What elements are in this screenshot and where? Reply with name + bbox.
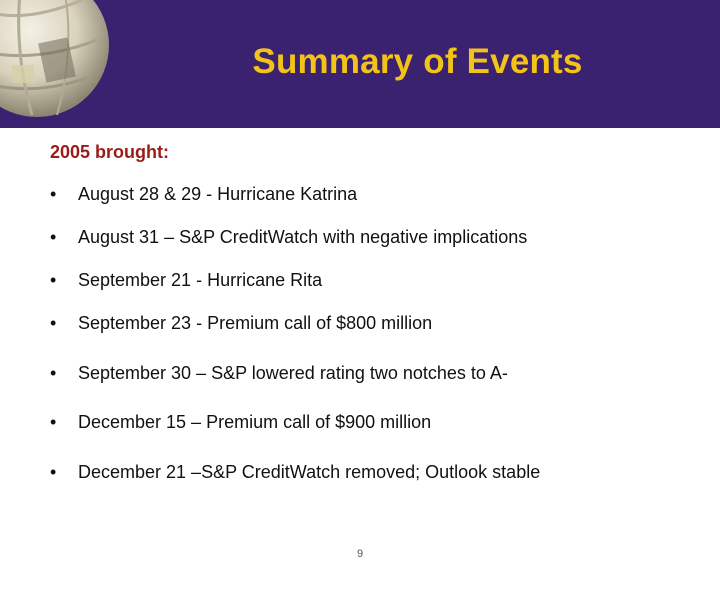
event-text: September 23 - Premium call of $800 mill… <box>78 313 433 333</box>
bullet-icon: • <box>50 363 57 383</box>
intro-heading: 2005 brought: <box>50 142 170 162</box>
event-text: August 31 – S&P CreditWatch with negativ… <box>78 227 528 247</box>
list-item: • September 30 – S&P lowered rating two … <box>50 360 690 386</box>
bullet-icon: • <box>50 227 57 247</box>
event-text: September 30 – S&P lowered rating two no… <box>78 363 508 383</box>
event-text: December 21 –S&P CreditWatch removed; Ou… <box>78 462 541 482</box>
bullet-icon: • <box>50 184 57 204</box>
list-item: • December 15 – Premium call of $900 mil… <box>50 409 690 435</box>
list-item: • August 31 – S&P CreditWatch with negat… <box>50 224 690 250</box>
bullet-icon: • <box>50 270 57 290</box>
globe-image <box>0 0 109 117</box>
list-item: • September 23 - Premium call of $800 mi… <box>50 310 690 336</box>
event-text: December 15 – Premium call of $900 milli… <box>78 412 432 432</box>
list-item: • August 28 & 29 - Hurricane Katrina <box>50 181 690 207</box>
slide-header: Summary of Events <box>0 0 720 128</box>
event-text: August 28 & 29 - Hurricane Katrina <box>78 184 358 204</box>
slide-body: 2005 brought: • August 28 & 29 - Hurrica… <box>50 133 690 485</box>
slide-title: Summary of Events <box>252 42 583 81</box>
list-item: • September 21 - Hurricane Rita <box>50 267 690 293</box>
events-list: • August 28 & 29 - Hurricane Katrina • A… <box>50 181 690 485</box>
page-number: 9 <box>356 548 364 560</box>
bullet-icon: • <box>50 313 57 333</box>
bullet-icon: • <box>50 412 57 432</box>
bullet-icon: • <box>50 462 57 482</box>
event-text: September 21 - Hurricane Rita <box>78 270 323 290</box>
list-item: • December 21 –S&P CreditWatch removed; … <box>50 459 690 485</box>
